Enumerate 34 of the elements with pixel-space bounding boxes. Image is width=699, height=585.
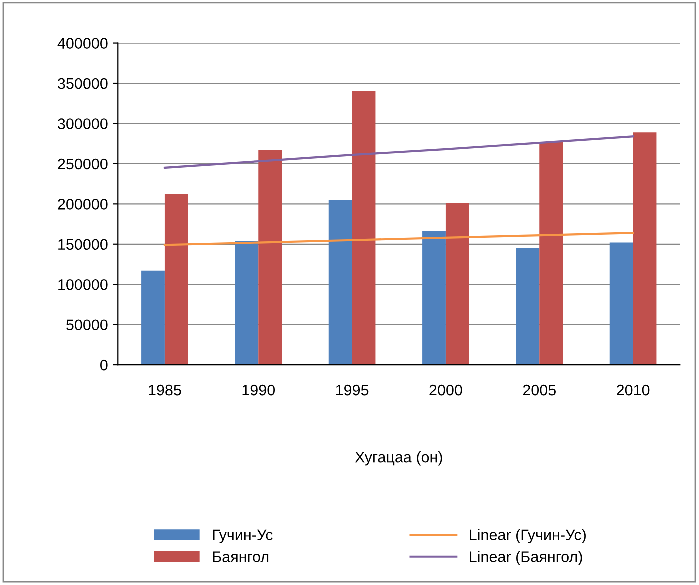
y-tick-label: 300000	[58, 118, 108, 130]
legend-label: Linear (Баянгол)	[470, 551, 582, 566]
bar	[422, 232, 446, 366]
legend-label: Linear (Гучин-Ус)	[470, 529, 586, 544]
bar	[352, 92, 376, 366]
x-tick-label: 2000	[430, 384, 462, 396]
bar	[164, 194, 188, 366]
x-axis-title: Хугацаа (он)	[355, 452, 442, 466]
x-tick-label: 1995	[336, 384, 369, 396]
bar	[235, 241, 259, 366]
x-tick-label: 2005	[523, 384, 556, 396]
y-tick-label: 0	[100, 360, 108, 371]
line-series	[164, 232, 634, 246]
bar	[540, 142, 564, 366]
y-tick-label: 250000	[58, 158, 108, 170]
legend-label: Гучин-Ус	[213, 530, 273, 544]
x-tick-label: 1990	[242, 384, 276, 396]
y-tick-label: 400000	[58, 38, 108, 49]
bar	[328, 200, 352, 366]
x-tick-label: 1985	[149, 384, 182, 396]
bar	[633, 132, 657, 366]
bar	[142, 270, 165, 366]
legend-label: Баянгол	[213, 552, 269, 562]
bar	[258, 150, 282, 366]
x-tick-label: 2010	[617, 384, 650, 396]
line-series	[164, 136, 634, 170]
y-tick-label: 350000	[58, 78, 108, 90]
y-tick-label: 200000	[58, 199, 108, 210]
bar	[446, 203, 470, 366]
bar	[610, 242, 634, 366]
y-tick-label: 100000	[58, 279, 108, 290]
y-tick-label: 50000	[66, 320, 108, 331]
bar	[516, 248, 540, 366]
y-tick-label: 150000	[58, 239, 108, 250]
